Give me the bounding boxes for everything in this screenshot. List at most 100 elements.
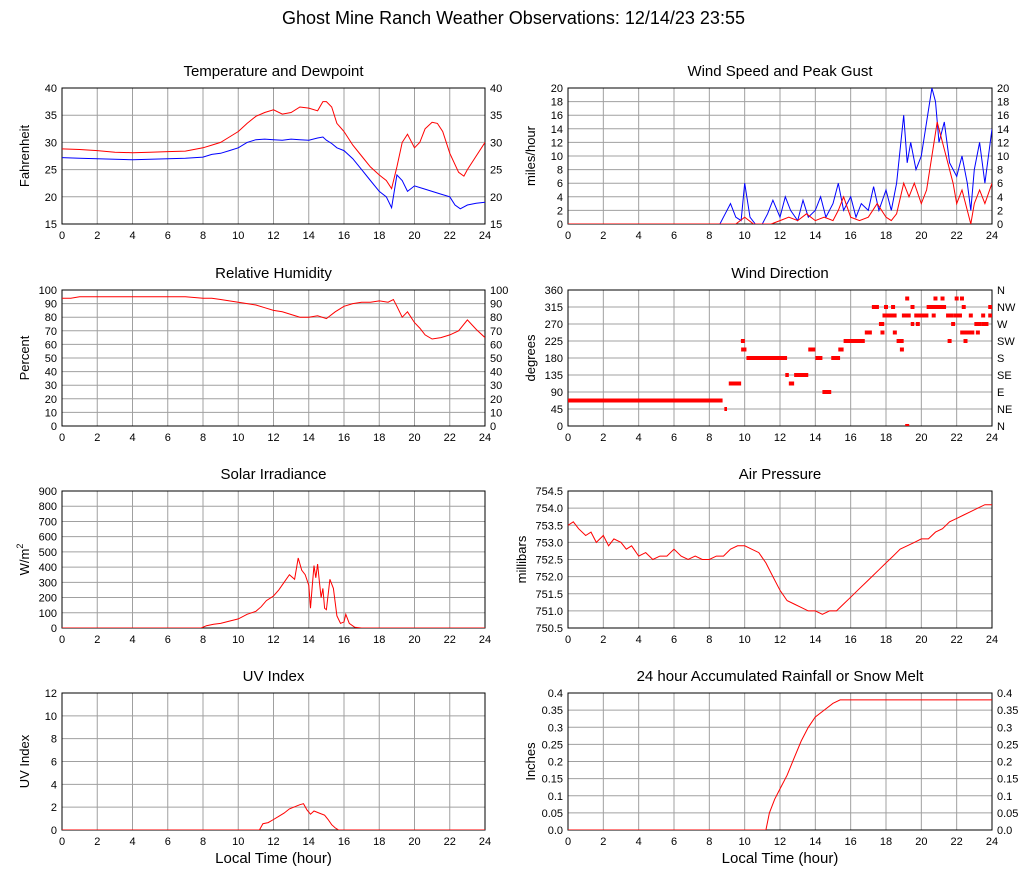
y-right-tick-label: 0.4 (997, 688, 1012, 700)
y-tick-label: 0.4 (548, 688, 563, 700)
y-tick-label: 270 (545, 319, 563, 331)
y-tick-label: 15 (45, 219, 57, 231)
y-right-tick-label: 15 (490, 219, 502, 231)
x-tick-label: 20 (408, 432, 420, 444)
y-tick-label: 0.05 (542, 808, 563, 820)
x-tick-label: 6 (671, 836, 677, 848)
x-tick-label: 16 (338, 230, 350, 242)
x-tick-label: 4 (636, 230, 642, 242)
x-tick-label: 16 (845, 230, 857, 242)
solar-series-line-red (62, 557, 485, 628)
wind-direction-point (880, 330, 885, 335)
rain-title: 24 hour Accumulated Rainfall or Snow Mel… (637, 668, 925, 685)
y-tick-label: 100 (39, 608, 57, 620)
x-tick-label: 6 (165, 836, 171, 848)
x-tick-label: 20 (408, 634, 420, 646)
y-tick-label: 10 (551, 151, 563, 163)
x-tick-label: 4 (636, 634, 642, 646)
wind-direction-point (884, 305, 888, 309)
x-tick-label: 0 (565, 836, 571, 848)
y-tick-label: 0.2 (548, 757, 563, 769)
pressure-y-axis-label: millibars (514, 535, 529, 583)
y-tick-label: 20 (45, 394, 57, 406)
y-tick-label: 40 (45, 367, 57, 379)
rain-chart: 24 hour Accumulated Rainfall or Snow Mel… (523, 668, 1018, 867)
x-tick-label: 2 (94, 634, 100, 646)
y-tick-label: 0 (51, 421, 57, 433)
x-tick-label: 2 (600, 230, 606, 242)
y-tick-label: 600 (39, 532, 57, 544)
y-tick-label: 35 (45, 110, 57, 122)
wind-direction-point (961, 305, 966, 309)
temp-title: Temperature and Dewpoint (183, 63, 364, 80)
x-tick-label: 18 (880, 230, 892, 242)
x-tick-label: 18 (373, 432, 385, 444)
x-tick-label: 22 (951, 836, 963, 848)
x-tick-label: 24 (986, 836, 998, 848)
x-tick-label: 20 (408, 836, 420, 848)
y-tick-label: 753.5 (535, 520, 563, 532)
x-tick-label: 10 (232, 634, 244, 646)
solar-title: Solar Irradiance (221, 466, 327, 483)
y-tick-label: 0.25 (542, 739, 563, 751)
rh-y-axis-label: Percent (17, 335, 32, 380)
wind-title: Wind Speed and Peak Gust (687, 63, 873, 80)
rain-series-line-red (568, 699, 992, 830)
x-tick-label: 6 (671, 432, 677, 444)
x-tick-label: 22 (951, 432, 963, 444)
y-tick-label: 6 (557, 178, 563, 190)
wind-direction-point (988, 313, 992, 318)
y-tick-label: 70 (45, 326, 57, 338)
wind-direction-point (905, 424, 910, 426)
x-tick-label: 24 (986, 432, 998, 444)
y-tick-label: 300 (39, 577, 57, 589)
y-tick-label: 0.1 (548, 791, 563, 803)
x-tick-label: 14 (809, 432, 821, 444)
x-tick-label: 4 (129, 836, 135, 848)
x-tick-label: 8 (706, 432, 712, 444)
y-tick-label: 30 (45, 380, 57, 392)
y-right-tick-label: 0.0 (997, 825, 1012, 837)
wdir-data (568, 296, 992, 426)
x-tick-label: 20 (915, 836, 927, 848)
rain-y-axis-label: Inches (523, 742, 538, 781)
x-tick-label: 6 (671, 230, 677, 242)
y-right-tick-label: SW (997, 336, 1015, 348)
wind-direction-point (947, 339, 952, 343)
y-right-tick-label: 12 (997, 137, 1009, 149)
y-tick-label: 315 (545, 302, 563, 314)
wind-direction-point (891, 305, 896, 309)
x-tick-label: 12 (267, 836, 279, 848)
x-tick-label: 16 (845, 634, 857, 646)
wind-direction-point (954, 296, 959, 301)
x-tick-label: 14 (809, 634, 821, 646)
rain-plot-frame (567, 692, 993, 831)
x-tick-label: 0 (59, 634, 65, 646)
x-tick-label: 16 (338, 432, 350, 444)
x-tick-label: 6 (165, 432, 171, 444)
wind-direction-point (931, 313, 936, 318)
wind-direction-point (937, 305, 941, 309)
y-tick-label: 751.0 (535, 606, 563, 618)
y-tick-label: 751.5 (535, 589, 563, 601)
x-tick-label: 22 (444, 634, 456, 646)
x-tick-label: 18 (880, 432, 892, 444)
y-tick-label: 900 (39, 486, 57, 498)
x-tick-label: 22 (444, 836, 456, 848)
rain-x-axis-label: Local Time (hour) (722, 850, 839, 867)
y-right-tick-label: 16 (997, 110, 1009, 122)
y-tick-label: 0 (557, 219, 563, 231)
x-tick-label: 2 (600, 836, 606, 848)
x-tick-label: 2 (600, 634, 606, 646)
y-right-tick-label: 100 (490, 285, 508, 297)
wind-direction-point (915, 322, 920, 326)
x-tick-label: 0 (59, 432, 65, 444)
x-tick-label: 24 (479, 634, 491, 646)
x-tick-label: 14 (303, 634, 315, 646)
x-tick-label: 24 (986, 634, 998, 646)
x-tick-label: 12 (774, 432, 786, 444)
y-right-tick-label: 18 (997, 97, 1009, 109)
wind-direction-point (959, 296, 964, 301)
y-right-tick-label: NE (997, 404, 1012, 416)
temp-series-line-blue (62, 136, 485, 210)
